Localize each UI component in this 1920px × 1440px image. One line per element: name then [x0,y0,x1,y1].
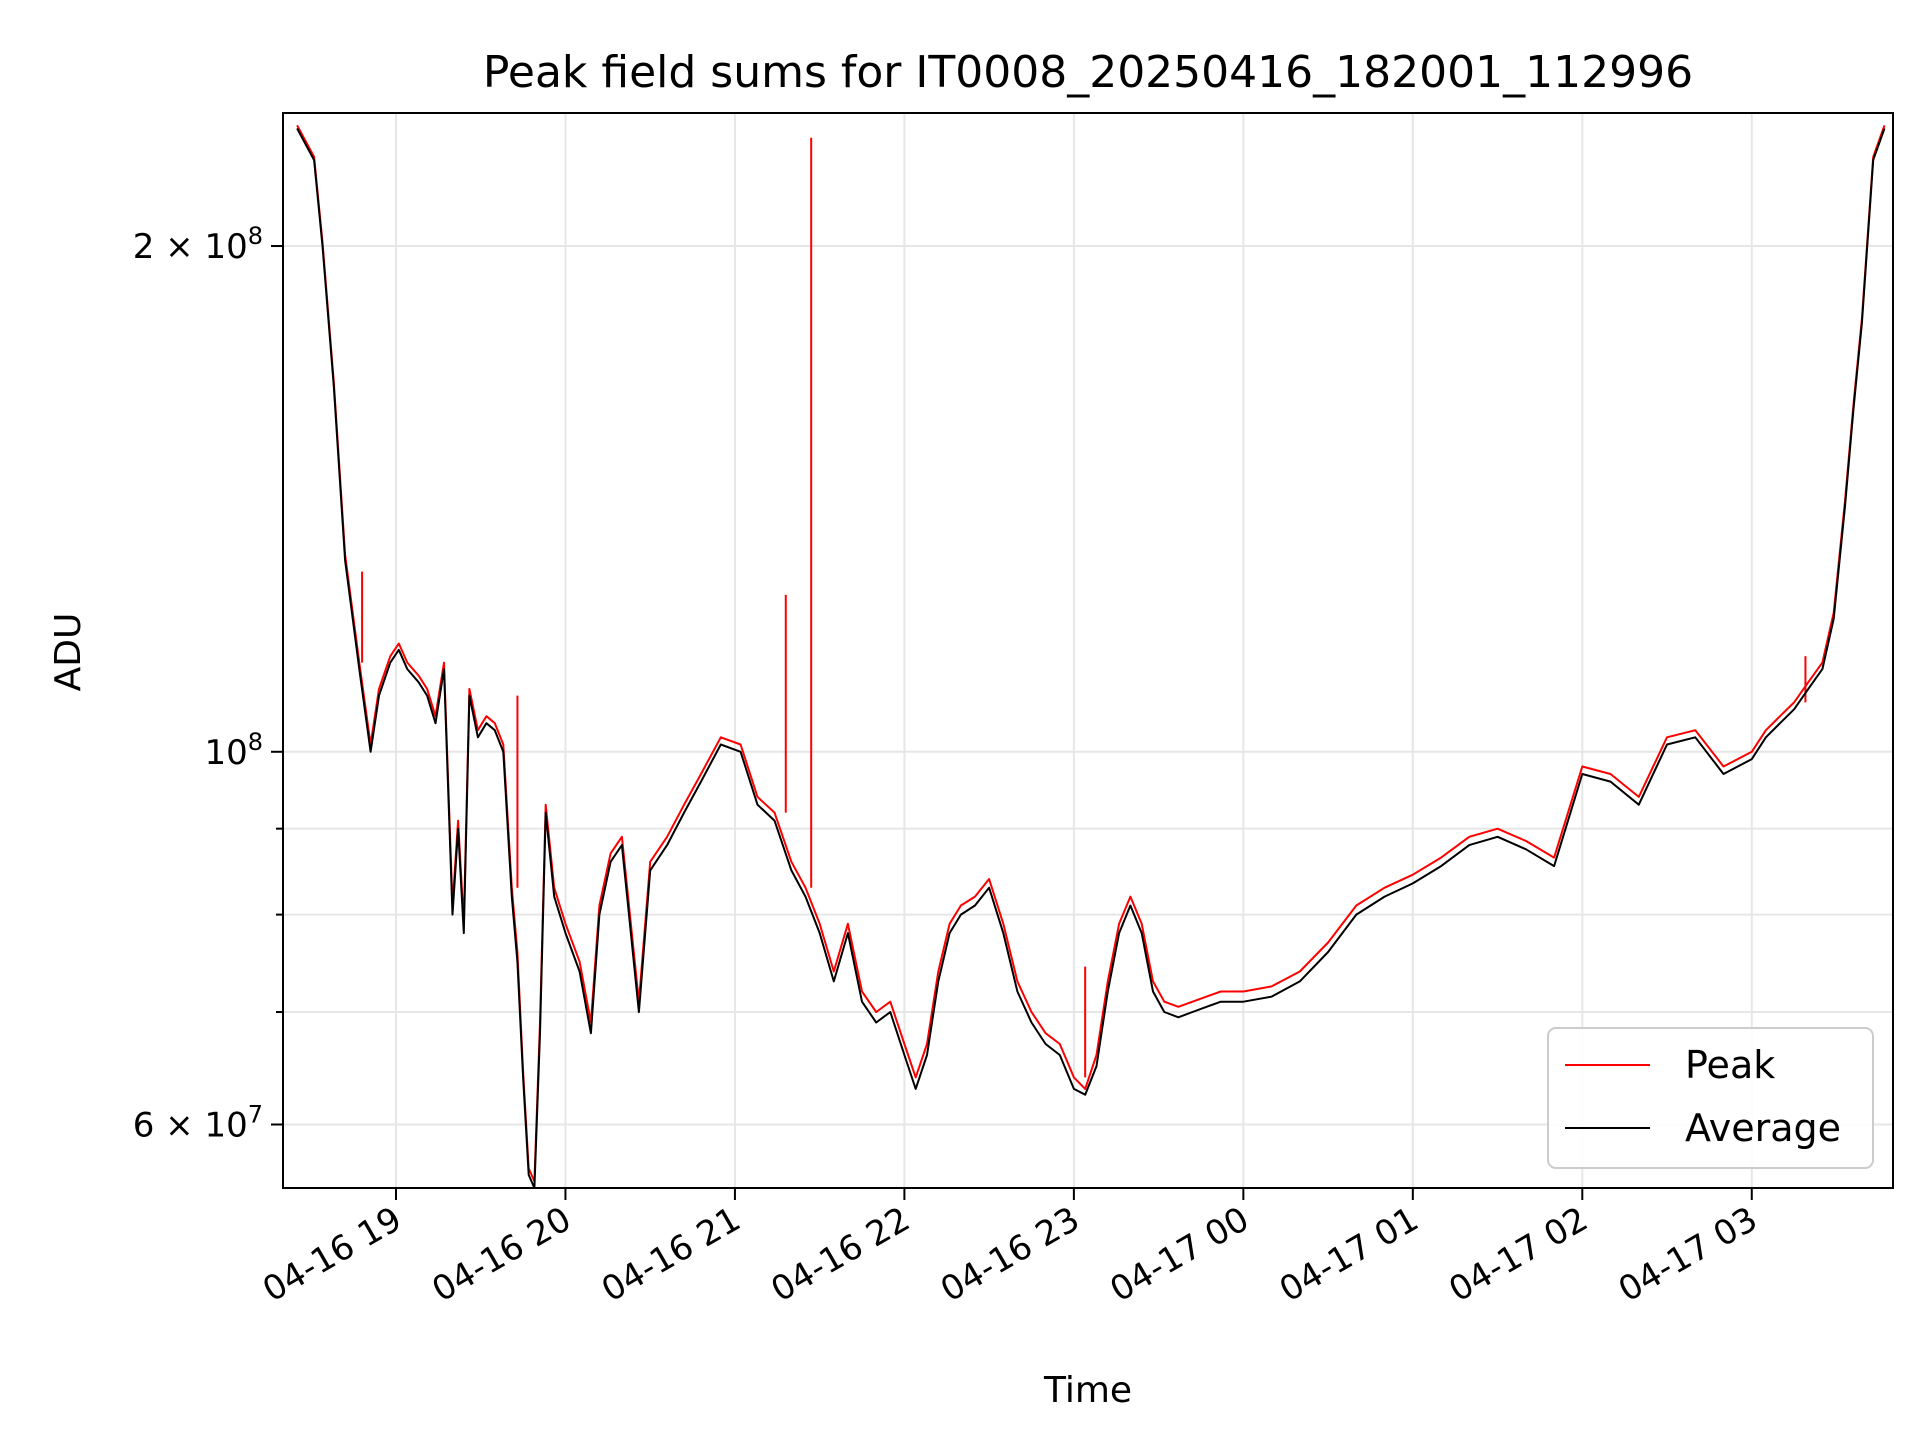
y-axis: 6 × 107 108 2 × 108 [133,222,283,1146]
legend-label-peak: Peak [1685,1043,1775,1087]
legend-box [1547,1027,1874,1169]
legend-label-average: Average [1685,1106,1841,1150]
y-tick-label: 6 × 107 [133,1101,263,1146]
y-tick-label: 108 [204,728,263,773]
y-tick-label: 2 × 108 [133,222,263,267]
y-axis-label: ADU [48,613,89,692]
legend: Peak Average [1547,1027,1874,1169]
series-line-average [296,127,1886,1189]
y-tick-mantissa: 2 [133,227,155,267]
plot-frame [282,112,1894,1189]
series-layer [296,124,1886,1189]
grid [283,113,1893,1188]
y-tick-exponent: 7 [248,1101,263,1129]
y-tick-mantissa: 6 [133,1106,155,1146]
series-line-peak [296,124,1886,1183]
chart-title: Peak field sums for IT0008_20250416_1820… [483,47,1693,98]
x-axis-label: Time [1043,1370,1132,1411]
y-tick-exponent: 8 [248,222,263,250]
y-tick-exponent: 8 [248,728,263,756]
